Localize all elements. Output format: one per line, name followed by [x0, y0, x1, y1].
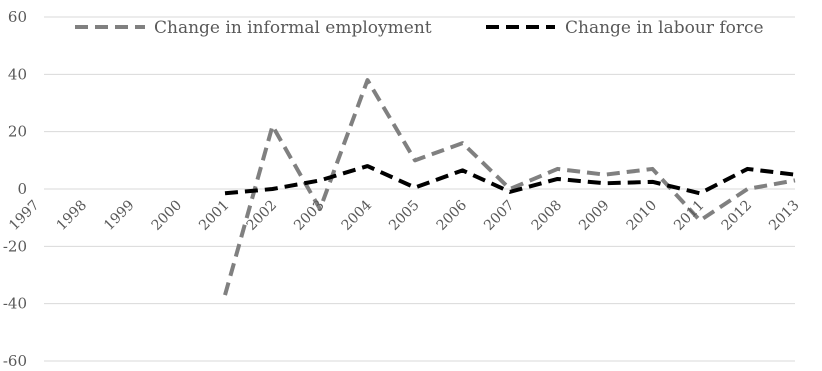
y-tick-label: 0	[17, 180, 27, 198]
x-tick-label: 2008	[529, 197, 566, 234]
x-tick-label: 2000	[149, 197, 186, 234]
x-tick-label: 2010	[624, 197, 661, 234]
y-tick-label: -20	[3, 237, 27, 255]
series-line-1	[224, 164, 796, 196]
legend-label-informal-employment: Change in informal employment	[154, 18, 432, 38]
gridlines	[44, 16, 795, 362]
x-tick-label: 2001	[196, 197, 233, 234]
x-tick-label: 2009	[576, 197, 613, 234]
legend: Change in informal employment Change in …	[75, 18, 764, 38]
x-tick-label: 2011	[671, 197, 708, 234]
x-tick-label: 1998	[54, 197, 91, 234]
y-tick-label: 60	[8, 8, 27, 26]
legend-label-labour-force: Change in labour force	[565, 18, 764, 38]
series-lines	[223, 78, 796, 296]
y-tick-label: -40	[3, 295, 27, 313]
y-tick-label: -60	[3, 352, 27, 370]
x-tick-label: 2003	[291, 197, 328, 234]
x-tick-label: 2006	[434, 197, 471, 234]
y-tick-label: 20	[8, 123, 27, 141]
y-tick-label: 40	[8, 65, 27, 83]
x-tick-label: 2005	[386, 197, 423, 234]
y-axis-tick-labels: -60 -40 -20 0 20 40 60	[3, 8, 27, 370]
x-tick-label: 1999	[101, 197, 138, 234]
x-tick-label: 1997	[6, 197, 43, 234]
x-tick-label: 2013	[766, 197, 803, 234]
x-tick-label: 2007	[481, 197, 518, 234]
series-line-0	[223, 78, 796, 296]
x-tick-label: 2004	[339, 197, 376, 234]
